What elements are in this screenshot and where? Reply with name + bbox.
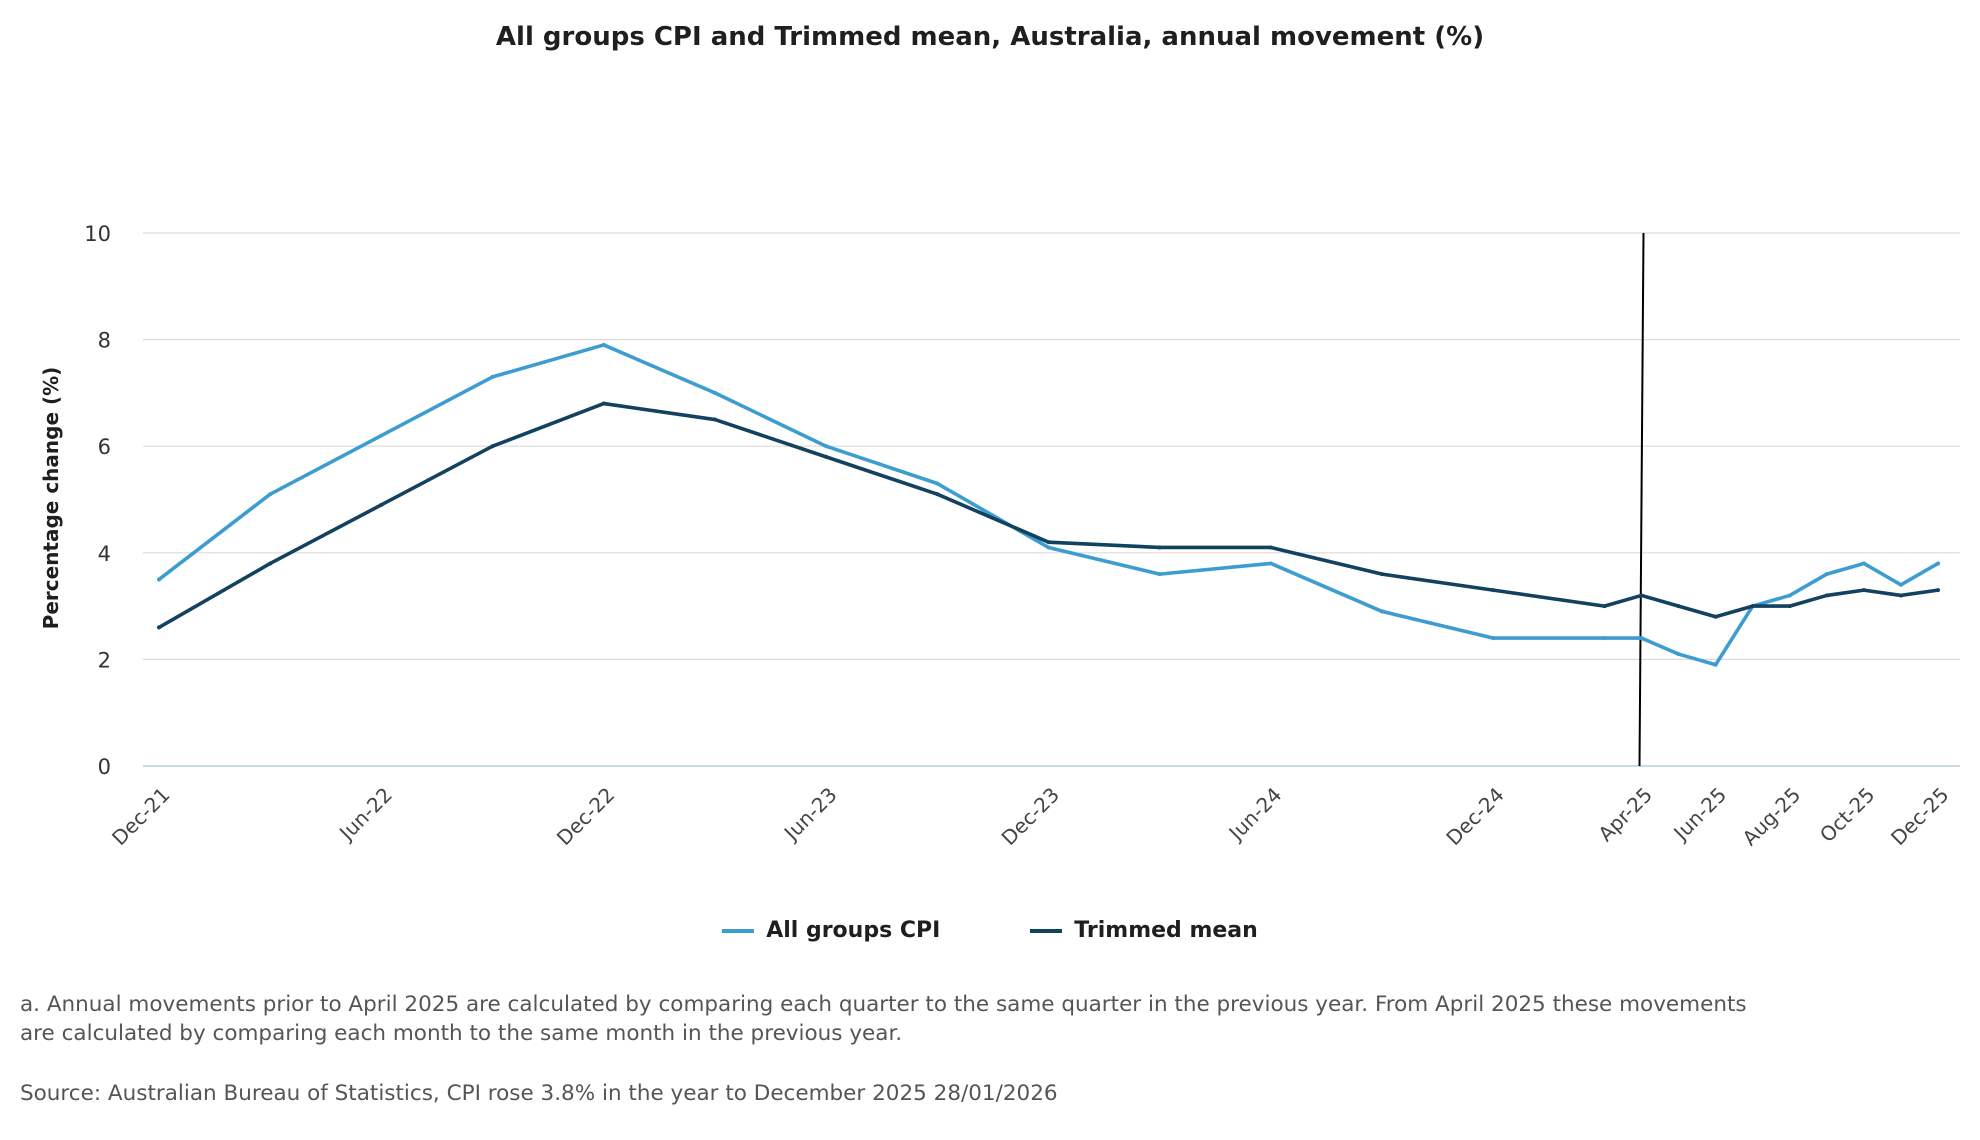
x-tick-label: Dec-25	[1886, 783, 1953, 850]
legend-item-trimmed-mean[interactable]: Trimmed mean	[1030, 918, 1258, 943]
footnote: a. Annual movements prior to April 2025 …	[20, 992, 1747, 1046]
data-point[interactable]	[1602, 636, 1607, 641]
data-point[interactable]	[1676, 652, 1681, 657]
y-tick-label: 8	[98, 329, 111, 353]
data-point[interactable]	[1713, 614, 1718, 619]
data-point[interactable]	[157, 625, 161, 630]
line-chart: 0 2 4 6 8 10 Dec-21 Jun-22 Dec-22 Jun-23 Dec-23 Ju…	[39, 222, 1960, 851]
data-point[interactable]	[1898, 582, 1903, 587]
x-tick-label: Jun-24	[1223, 783, 1287, 847]
y-tick-label: 0	[98, 755, 111, 779]
data-point[interactable]	[1787, 593, 1792, 598]
x-tick-label: Jun-23	[778, 783, 842, 847]
y-tick-label: 2	[98, 648, 111, 672]
data-point[interactable]	[1676, 604, 1681, 609]
data-point[interactable]	[1936, 561, 1940, 566]
data-point[interactable]	[1824, 593, 1829, 598]
x-tick-label: Jun-25	[1668, 783, 1732, 847]
data-point[interactable]	[1639, 593, 1644, 598]
data-point[interactable]	[1713, 662, 1718, 667]
y-tick-label: 6	[98, 435, 111, 459]
data-point[interactable]	[1268, 545, 1273, 550]
data-point[interactable]	[1380, 609, 1385, 614]
data-point[interactable]	[1787, 604, 1792, 609]
x-tick-label: Oct-25	[1815, 783, 1880, 848]
legend: All groups CPI Trimmed mean	[0, 918, 1980, 943]
annotation-vertical-line	[1638, 232, 1645, 767]
annotations	[1638, 232, 1645, 767]
legend-label-trimmed-mean: Trimmed mean	[1074, 918, 1258, 943]
data-point[interactable]	[712, 417, 717, 422]
data-point[interactable]	[1602, 604, 1607, 609]
x-tick-label: Dec-23	[997, 783, 1064, 850]
y-axis-ticks: 0 2 4 6 8 10	[84, 222, 111, 779]
data-point[interactable]	[712, 390, 717, 395]
legend-label-cpi: All groups CPI	[766, 918, 941, 943]
data-point[interactable]	[490, 444, 495, 449]
data-point[interactable]	[268, 492, 273, 497]
x-tick-label: Dec-22	[552, 783, 619, 850]
x-tick-label: Dec-21	[107, 783, 174, 850]
data-point[interactable]	[490, 374, 495, 379]
data-point[interactable]	[379, 502, 384, 507]
series-lines	[157, 342, 1940, 667]
legend-item-all-groups-cpi[interactable]: All groups CPI	[722, 918, 940, 943]
legend-swatch-trimmed-mean	[1030, 928, 1063, 933]
y-tick-label: 4	[98, 542, 111, 566]
source-note: Source: Australian Bureau of Statistics,…	[20, 1081, 1058, 1106]
data-point[interactable]	[601, 342, 606, 347]
data-point[interactable]	[1936, 588, 1940, 593]
x-tick-label: Aug-25	[1738, 783, 1806, 851]
data-point[interactable]	[1750, 604, 1755, 609]
y-tick-label: 10	[84, 222, 111, 246]
x-axis-ticks: Dec-21 Jun-22 Dec-22 Jun-23 Dec-23 Jun-24 Dec-…	[107, 783, 1953, 851]
data-point[interactable]	[601, 401, 606, 406]
data-point[interactable]	[1157, 545, 1162, 550]
chart-title: All groups CPI and Trimmed mean, Austral…	[495, 22, 1485, 52]
data-point[interactable]	[1380, 572, 1385, 577]
data-point[interactable]	[379, 433, 384, 438]
data-point[interactable]	[1491, 588, 1496, 593]
x-tick-label: Apr-25	[1593, 783, 1657, 847]
data-point[interactable]	[1898, 593, 1903, 598]
data-point[interactable]	[157, 577, 161, 582]
data-point[interactable]	[1491, 636, 1496, 641]
data-point[interactable]	[1861, 561, 1866, 566]
y-axis-label: Percentage change (%)	[39, 367, 63, 630]
data-point[interactable]	[824, 444, 829, 449]
data-point[interactable]	[824, 454, 829, 459]
data-point[interactable]	[1824, 572, 1829, 577]
data-point[interactable]	[1268, 561, 1273, 566]
data-point[interactable]	[935, 492, 940, 497]
data-point[interactable]	[1046, 545, 1051, 550]
data-point[interactable]	[1639, 636, 1644, 641]
series-line-all-groups-cpi[interactable]	[157, 343, 1940, 667]
series-line-trimmed-mean[interactable]	[157, 401, 1940, 630]
data-point[interactable]	[1046, 540, 1051, 545]
x-tick-label: Dec-24	[1441, 783, 1508, 850]
data-point[interactable]	[1157, 572, 1162, 577]
data-point[interactable]	[268, 561, 273, 566]
data-point[interactable]	[935, 481, 940, 486]
x-tick-label: Jun-22	[333, 783, 397, 847]
data-point[interactable]	[1861, 588, 1866, 593]
gridlines	[143, 232, 1960, 767]
legend-swatch-cpi	[722, 928, 755, 933]
